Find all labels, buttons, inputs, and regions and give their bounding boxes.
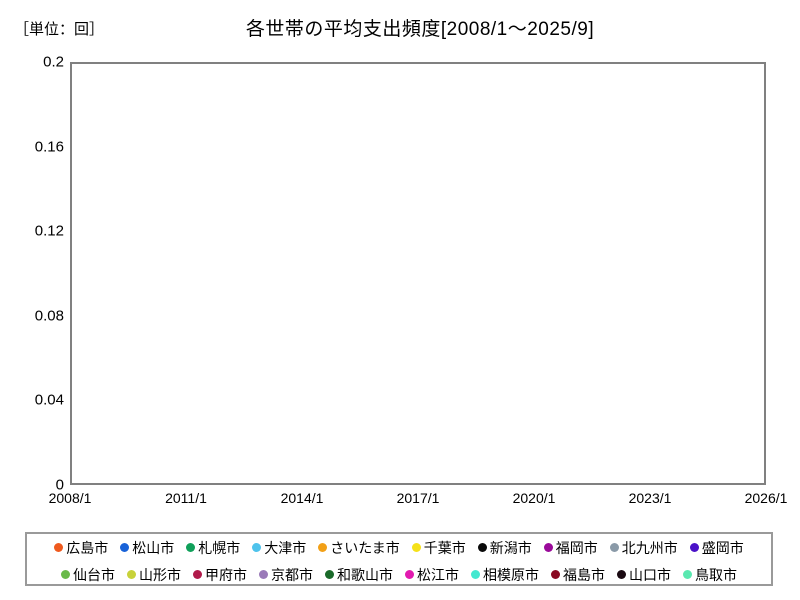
legend-label: 札幌市: [198, 539, 241, 556]
legend-color-swatch-icon: [318, 543, 328, 552]
legend-item-福岡市[interactable]: 福岡市: [543, 539, 598, 556]
legend-color-swatch-icon: [252, 543, 262, 552]
legend-color-swatch-icon: [61, 570, 70, 579]
page-title: 各世帯の平均支出頻度[2008/1〜2025/9]: [245, 19, 595, 40]
legend-color-swatch-icon: [193, 570, 202, 579]
legend-item-松山市[interactable]: 松山市: [120, 541, 174, 555]
legend-item-山形市[interactable]: 山形市: [127, 568, 181, 582]
legend-label: 松江市: [417, 566, 459, 583]
legend-label: 京都市: [271, 566, 313, 583]
legend-label: 新潟市: [489, 539, 532, 556]
legend-item-新潟市[interactable]: 新潟市: [477, 539, 532, 556]
legend-color-swatch-icon: [609, 543, 619, 552]
legend-label: 和歌山市: [337, 566, 393, 583]
legend-label: 山形市: [139, 566, 181, 583]
legend-label: さいたま市: [330, 539, 400, 556]
x-axis-tick: 2023/1: [628, 490, 672, 506]
y-axis-tick: 0.12: [34, 222, 64, 240]
y-axis-tick: 0.16: [34, 138, 64, 156]
legend-label: 千葉市: [423, 539, 466, 556]
legend-item-盛岡市[interactable]: 盛岡市: [689, 539, 744, 556]
legend-item-和歌山市[interactable]: 和歌山市: [325, 568, 393, 582]
legend-color-swatch-icon: [127, 570, 136, 579]
chart-plot-frame: [70, 62, 766, 485]
x-axis-tick: 2026/1: [744, 490, 788, 506]
legend-label: 福岡市: [555, 539, 598, 556]
legend-label: 広島市: [66, 539, 109, 556]
x-axis-tick: 2017/1: [396, 490, 440, 506]
legend-item-北九州市[interactable]: 北九州市: [609, 539, 678, 556]
legend-color-swatch-icon: [411, 543, 421, 552]
y-axis-tick: 0.2: [43, 53, 64, 71]
y-axis-tick: 0.08: [34, 307, 64, 325]
x-axis-tick: 2014/1: [280, 490, 324, 506]
legend-item-さいたま市[interactable]: さいたま市: [318, 541, 400, 555]
legend-item-千葉市[interactable]: 千葉市: [411, 539, 466, 556]
legend-color-swatch-icon: [325, 570, 334, 579]
legend-row-1: 仙台市 山形市 甲府市 京都市 和歌山市 松江市 相模原市 福島市 山口市 鳥取市: [27, 561, 771, 588]
legend-color-swatch-icon: [471, 570, 480, 579]
chart-plot-area: [70, 62, 766, 485]
legend-color-swatch-icon: [186, 543, 196, 552]
x-axis-tick-labels: 2008/1 2011/1 2014/1 2017/1 2020/1 2023/1 2026…: [49, 490, 788, 512]
legend-label: 相模原市: [483, 566, 539, 583]
legend-item-大津市[interactable]: 大津市: [252, 541, 306, 555]
legend-item-相模原市[interactable]: 相模原市: [471, 568, 539, 582]
legend-label: 福島市: [563, 566, 605, 583]
legend-label: 山口市: [629, 566, 671, 583]
y-axis-tick: 0.04: [34, 391, 64, 409]
legend-color-swatch-icon: [617, 570, 626, 579]
y-axis-tick-labels: 0.2 0.16 0.12 0.08 0.04 0: [0, 54, 64, 494]
x-axis-tick: 2008/1: [48, 490, 92, 506]
legend-color-swatch-icon: [405, 570, 414, 579]
legend-item-甲府市[interactable]: 甲府市: [193, 568, 247, 582]
x-axis-tick: 2011/1: [165, 490, 207, 506]
legend-row-0: 広島市 松山市 札幌市 大津市 さいたま市 千葉市 新潟市 福岡市 北九州市 盛岡市: [27, 534, 771, 561]
legend-label: 鳥取市: [695, 566, 737, 583]
legend-item-山口市[interactable]: 山口市: [617, 568, 671, 582]
legend-item-松江市[interactable]: 松江市: [405, 568, 459, 582]
legend-color-swatch-icon: [683, 570, 692, 579]
legend-label: 北九州市: [621, 539, 678, 556]
legend-item-札幌市[interactable]: 札幌市: [186, 541, 240, 555]
legend-item-広島市[interactable]: 広島市: [54, 541, 108, 555]
legend-item-福島市[interactable]: 福島市: [551, 568, 605, 582]
legend-label: 甲府市: [205, 566, 247, 583]
legend-color-swatch-icon: [259, 570, 268, 579]
chart-legend: 広島市 松山市 札幌市 大津市 さいたま市 千葉市 新潟市 福岡市 北九州市 盛岡市仙台市 山形市 甲…: [25, 532, 773, 586]
legend-label: 大津市: [264, 539, 307, 556]
legend-label: 仙台市: [73, 566, 115, 583]
legend-color-swatch-icon: [54, 543, 64, 552]
y-axis-tick: 0: [55, 476, 64, 494]
legend-color-swatch-icon: [543, 543, 553, 552]
legend-color-swatch-icon: [551, 570, 560, 579]
legend-item-京都市[interactable]: 京都市: [259, 568, 313, 582]
unit-label: ［単位：回］: [14, 21, 105, 38]
legend-label: 松山市: [132, 539, 175, 556]
legend-color-swatch-icon: [120, 543, 130, 552]
legend-color-swatch-icon: [689, 543, 699, 552]
legend-color-swatch-icon: [477, 543, 487, 552]
legend-item-鳥取市[interactable]: 鳥取市: [683, 568, 737, 582]
x-axis-tick: 2020/1: [512, 490, 556, 506]
legend-label: 盛岡市: [701, 539, 744, 556]
legend-item-仙台市[interactable]: 仙台市: [61, 568, 115, 582]
